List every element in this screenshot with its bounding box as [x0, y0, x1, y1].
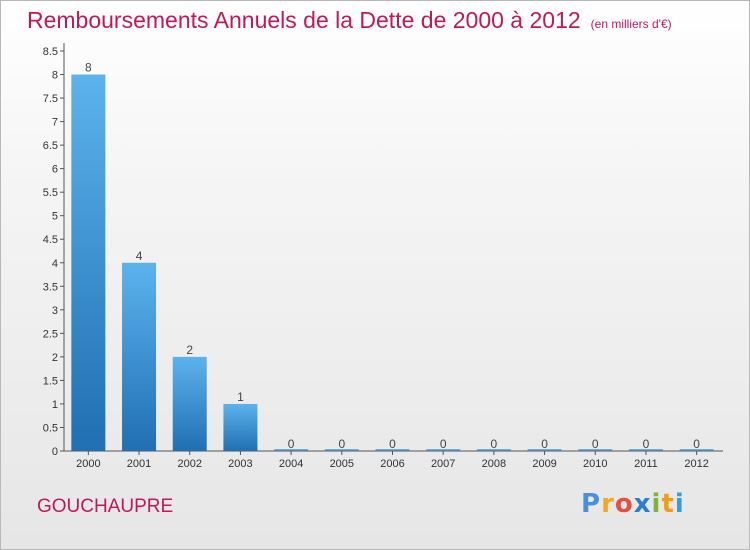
x-tick-label: 2010: [583, 458, 607, 470]
logo-letter: o: [614, 489, 634, 519]
x-tick-label: 2000: [76, 458, 100, 470]
bar: [71, 74, 106, 451]
logo-letter: i: [674, 489, 685, 519]
logo-letter: P: [581, 489, 602, 519]
y-tick-label: 2.5: [43, 328, 58, 340]
x-tick-label: 2012: [684, 458, 708, 470]
data-label: 0: [338, 437, 345, 451]
data-label: 0: [389, 437, 396, 451]
y-tick-label: 0: [52, 446, 58, 458]
x-tick-label: 2007: [431, 458, 455, 470]
y-tick-label: 2: [52, 352, 58, 364]
x-tick-label: 2008: [482, 458, 506, 470]
data-label: 1: [237, 390, 244, 404]
data-label: 2: [186, 343, 193, 357]
data-label: 0: [592, 437, 599, 451]
chart-axes: 0 0.5 1 1.5 2 2.5 3 3.5 4 4.5 5 5.5 6 6.5 7 7.5 8 8.5: [43, 43, 723, 458]
y-tick-label: 5: [52, 211, 58, 223]
y-tick-label: 4.5: [43, 234, 58, 246]
y-tick-label: 5.5: [43, 187, 58, 199]
chart-title: Remboursements Annuels de la Dette de 20…: [27, 7, 581, 33]
x-tick-label: 2001: [127, 458, 151, 470]
chart-labels: 2000 8 2001 4 2002 2 2003 1 2004 0 2005 0 2006 0 2007 0…: [76, 61, 709, 470]
x-tick-label: 2004: [279, 458, 303, 470]
proxiti-logo: Proxiti: [581, 489, 685, 519]
commune-name: GOUCHAUPRE: [37, 496, 174, 517]
x-tick-label: 2006: [380, 458, 404, 470]
x-tick-label: 2003: [228, 458, 252, 470]
bar: [172, 356, 207, 451]
x-tick-label: 2005: [330, 458, 354, 470]
y-tick-label: 0.5: [43, 422, 58, 434]
chart-unit: (en milliers d'€): [590, 17, 672, 31]
logo-letter: i: [651, 489, 662, 519]
y-tick-label: 6.5: [43, 140, 58, 152]
y-tick-label: 1: [52, 399, 58, 411]
data-label: 0: [491, 437, 498, 451]
x-tick-label: 2011: [634, 458, 658, 470]
chart-bars: [71, 74, 714, 451]
logo-letter: x: [633, 489, 652, 519]
y-tick-label: 4: [52, 258, 58, 270]
data-label: 0: [440, 437, 447, 451]
y-tick-label: 7: [52, 117, 58, 129]
y-tick-label: 3.5: [43, 281, 58, 293]
y-tick-label: 7.5: [43, 93, 58, 105]
y-tick-label: 8.5: [43, 46, 58, 58]
x-tick-label: 2009: [532, 458, 556, 470]
data-label: 8: [85, 61, 92, 75]
data-label: 0: [288, 437, 295, 451]
data-label: 0: [693, 437, 700, 451]
y-tick-label: 8: [52, 70, 58, 82]
x-tick-label: 2002: [177, 458, 201, 470]
bar: [122, 262, 157, 451]
y-tick-label: 3: [52, 305, 58, 317]
data-label: 0: [643, 437, 650, 451]
logo-letter: t: [661, 489, 675, 519]
data-label: 0: [541, 437, 548, 451]
y-tick-label: 1.5: [43, 375, 58, 387]
data-label: 4: [136, 249, 143, 263]
y-tick-label: 6: [52, 164, 58, 176]
chart-title-block: Remboursements Annuels de la Dette de 20…: [27, 7, 672, 34]
bar: [223, 403, 258, 451]
logo-letter: r: [601, 489, 615, 519]
